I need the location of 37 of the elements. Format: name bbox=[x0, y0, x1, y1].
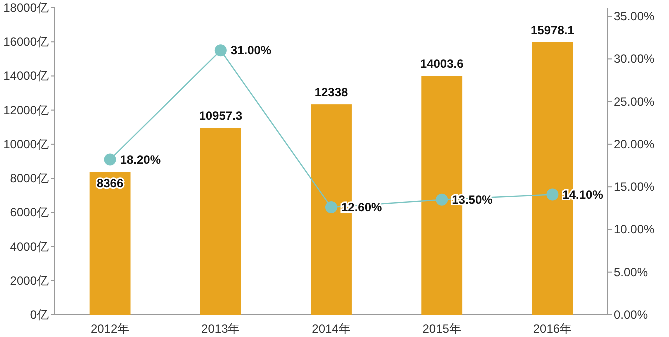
data-label: 18.20% bbox=[120, 152, 162, 167]
y2-tick-label: 5.00% bbox=[614, 265, 648, 280]
y-tick-label: 8000亿 bbox=[10, 172, 49, 186]
data-label: 12338 bbox=[314, 86, 349, 100]
data-label: 31.00% bbox=[230, 44, 272, 58]
y2-tick-label: 10.00% bbox=[614, 222, 656, 237]
data-label: 8366 bbox=[96, 176, 124, 190]
y-tick-label: 12000亿 bbox=[4, 103, 49, 118]
point bbox=[436, 194, 448, 206]
y2-tick-label: 25.00% bbox=[614, 94, 656, 109]
bar bbox=[90, 172, 131, 315]
y2-tick-label: 20.00% bbox=[614, 137, 656, 152]
y-tick-label: 14000亿 bbox=[4, 69, 49, 84]
y-tick-label: 2000亿 bbox=[10, 274, 49, 288]
point bbox=[104, 154, 116, 166]
x-tick-label: 2014年 bbox=[312, 322, 351, 336]
data-label: 15978.1 bbox=[531, 23, 575, 38]
bar bbox=[200, 128, 242, 315]
y-tick-label: 4000亿 bbox=[10, 240, 49, 254]
y-tick-label: 6000亿 bbox=[10, 206, 49, 220]
y-tick-label: 18000亿 bbox=[4, 1, 49, 15]
point bbox=[546, 188, 559, 201]
y2-tick-label: 0.00% bbox=[614, 308, 648, 322]
data-label: 10957.3 bbox=[199, 109, 243, 124]
x-tick-label: 2013年 bbox=[202, 322, 240, 336]
y-tick-label: 0亿 bbox=[30, 308, 49, 322]
point bbox=[326, 202, 338, 214]
y2-tick-label: 15.00% bbox=[614, 180, 656, 194]
point bbox=[214, 44, 227, 57]
data-label: 14003.6 bbox=[420, 57, 464, 72]
x-tick-label: 2012年 bbox=[90, 322, 130, 336]
y2-tick-label: 35.00% bbox=[614, 10, 656, 24]
y2-tick-label: 30.00% bbox=[614, 52, 656, 66]
y-tick-label: 16000亿 bbox=[4, 35, 49, 50]
x-tick-label: 2016年 bbox=[533, 322, 572, 336]
x-tick-label: 2015年 bbox=[422, 322, 462, 336]
y-tick-label: 10000亿 bbox=[4, 137, 49, 152]
